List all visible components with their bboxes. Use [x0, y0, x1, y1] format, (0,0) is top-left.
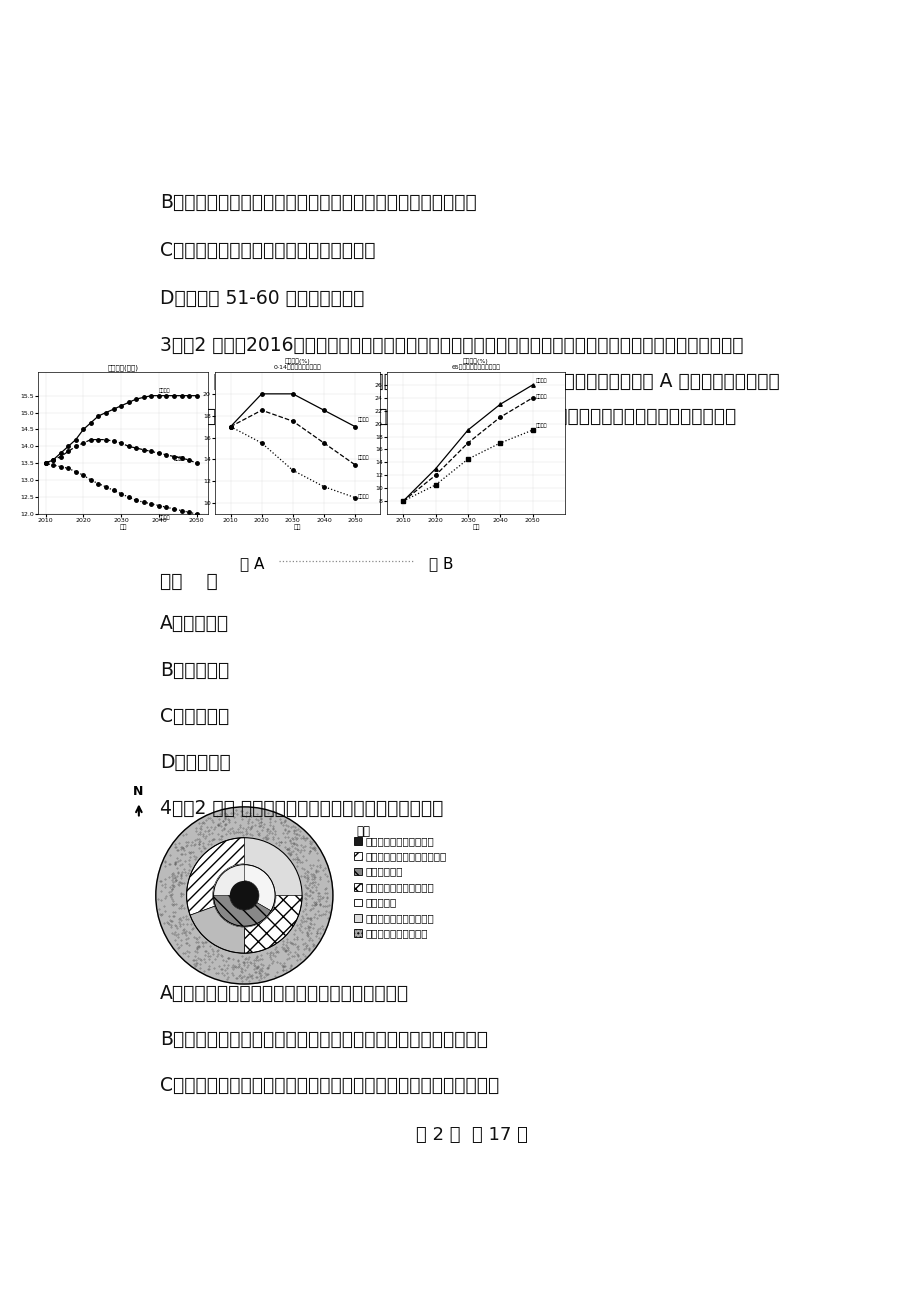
Circle shape — [187, 837, 301, 953]
Text: 科研文教区: 科研文教区 — [365, 897, 396, 907]
Circle shape — [155, 807, 333, 984]
X-axis label: 时间: 时间 — [119, 525, 127, 530]
Circle shape — [213, 865, 275, 926]
Bar — [354, 867, 362, 875]
Bar — [354, 930, 362, 937]
Text: D．个人原因: D．个人原因 — [160, 753, 230, 772]
Text: 是（    ）: 是（ ） — [160, 572, 217, 591]
Text: 4．（2 分） 下图为某城市空间结构示意图。读图可知: 4．（2 分） 下图为某城市空间结构示意图。读图可知 — [160, 799, 443, 818]
Text: 单独二孩: 单独二孩 — [357, 456, 369, 461]
Text: 单独二孩: 单独二孩 — [174, 456, 186, 461]
Text: 城市新开发区: 城市新开发区 — [365, 867, 403, 876]
Wedge shape — [190, 906, 244, 953]
Text: 独生子女: 独生子女 — [159, 516, 170, 519]
Text: B．乙地区人口增长特点是高出生率、低死亡率、高自然增长率: B．乙地区人口增长特点是高出生率、低死亡率、高自然增长率 — [160, 193, 476, 212]
Text: 全面二孩: 全面二孩 — [357, 417, 369, 422]
Text: 城市边缘外来人口生活区: 城市边缘外来人口生活区 — [365, 881, 434, 892]
Text: 全面二孩: 全面二孩 — [159, 388, 170, 393]
Title: 人口比例(%)
0-14岁人口比例变化曲线: 人口比例(%) 0-14岁人口比例变化曲线 — [273, 358, 321, 370]
Text: 传统与新兴工业并存的工业区: 传统与新兴工业并存的工业区 — [365, 852, 446, 861]
Text: D．乙地区 51-60 岁男性多于女性: D．乙地区 51-60 岁男性多于女性 — [160, 289, 364, 307]
Bar — [354, 883, 362, 891]
Text: 第 2 页  共 17 页: 第 2 页 共 17 页 — [415, 1126, 527, 1144]
Text: B．传统与新兴并存的工业区位于城市西北部，公共服务设施齐全: B．传统与新兴并存的工业区位于城市西北部，公共服务设施齐全 — [160, 1030, 487, 1049]
Text: 图 A: 图 A — [240, 556, 264, 570]
Bar — [354, 837, 362, 845]
Text: 人口、设施密集的老城区: 人口、设施密集的老城区 — [365, 836, 434, 846]
Text: 独生子女: 独生子女 — [535, 378, 547, 383]
Text: C．计划生育: C．计划生育 — [160, 707, 229, 725]
Title: 人口数量(亿人): 人口数量(亿人) — [108, 365, 139, 371]
Text: 口总量变化趋势，图 B 示意不同政策下的人口年龄结构变化趋势。近年来，我国「空巢家庭」迅速增加的根本原因: 口总量变化趋势，图 B 示意不同政策下的人口年龄结构变化趋势。近年来，我国「空巢… — [160, 408, 735, 426]
Text: N: N — [132, 785, 143, 798]
Bar — [354, 853, 362, 861]
Text: 轻工业、商业就业人口区: 轻工业、商业就业人口区 — [365, 913, 434, 923]
Text: C．城市新开发区主要位于东南部，适宜发展知识、技术密集型产业: C．城市新开发区主要位于东南部，适宜发展知识、技术密集型产业 — [160, 1077, 498, 1095]
Text: 城市远郊农业、农村区: 城市远郊农业、农村区 — [365, 928, 427, 939]
Text: B．家庭原因: B．家庭原因 — [160, 660, 229, 680]
Text: 3．（2 分）（2016・潍坊模拟）空巢家庭是指老人独居的一种现象，目前我国城乡家庭空巢率超过五成以上。: 3．（2 分）（2016・潍坊模拟）空巢家庭是指老人独居的一种现象，目前我国城乡… — [160, 336, 743, 355]
Text: 图 B: 图 B — [428, 556, 453, 570]
Text: 2016 年 1 月我国全面实施一对夫妇可生育两个孩子政策，积极开展应对人口老龄化行动。图 A 示意不同政策下的人: 2016 年 1 月我国全面实施一对夫妇可生育两个孩子政策，积极开展应对人口老龄… — [160, 372, 778, 391]
X-axis label: 时间: 时间 — [293, 525, 301, 530]
X-axis label: 时间: 时间 — [471, 525, 479, 530]
Text: 全面二孩: 全面二孩 — [535, 423, 547, 428]
Bar — [354, 898, 362, 906]
Text: A．城乡差距: A．城乡差距 — [160, 615, 229, 633]
Text: A．城市空间形态呈放射状，多中心结构特征明显: A．城市空间形态呈放射状，多中心结构特征明显 — [160, 984, 408, 1003]
Wedge shape — [213, 896, 271, 926]
Wedge shape — [187, 837, 244, 915]
Circle shape — [231, 881, 258, 909]
Text: 单独二孩: 单独二孩 — [535, 393, 547, 398]
Bar — [354, 914, 362, 922]
Text: C．甲图可以表示中国现在的人口增长模式: C．甲图可以表示中国现在的人口增长模式 — [160, 241, 375, 260]
Title: 人口比例(%)
65岁以上人口比例变化曲线: 人口比例(%) 65岁以上人口比例变化曲线 — [451, 358, 500, 370]
Text: 独生子女: 独生子女 — [357, 493, 369, 499]
Wedge shape — [244, 896, 301, 953]
Text: 图例: 图例 — [356, 824, 369, 837]
Wedge shape — [244, 865, 275, 911]
